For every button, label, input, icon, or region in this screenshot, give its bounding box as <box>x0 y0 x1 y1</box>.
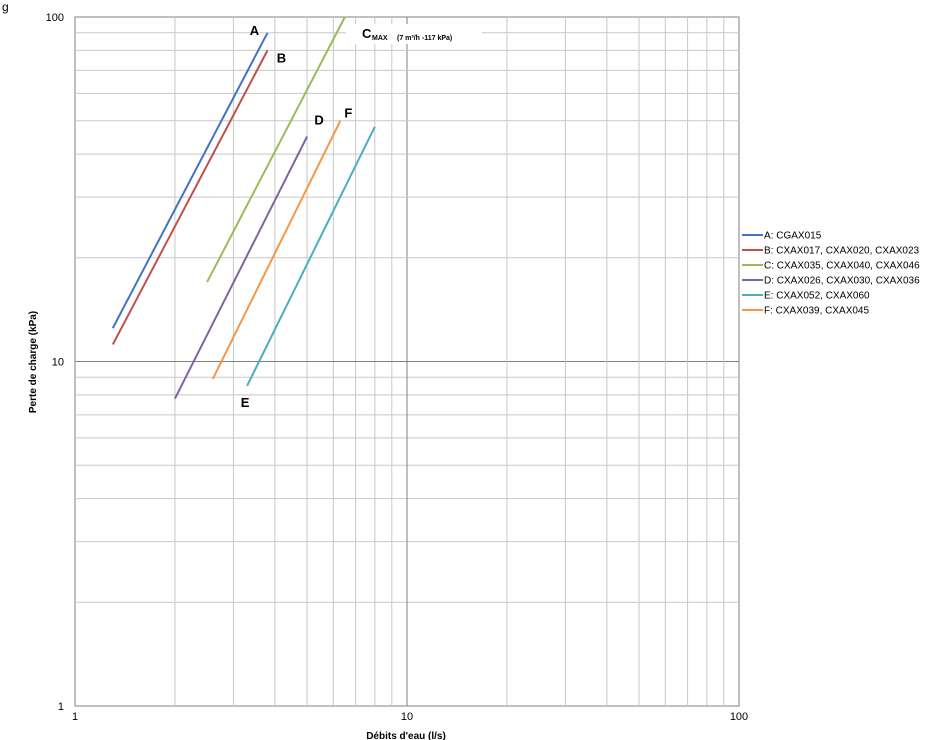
series-line-a <box>111 32 269 329</box>
y-axis-title: Perte de charge (kPa) <box>28 311 39 413</box>
y-tick-label: 100 <box>46 12 64 24</box>
legend-entry-c: C: CXAX035, CXAX040, CXAX046 <box>764 261 920 272</box>
legend-entry-e: E: CXAX052, CXAX060 <box>764 291 870 302</box>
x-tick-label: 1 <box>72 711 78 723</box>
curve-label-b: B <box>277 50 286 65</box>
legend: A: CGAX015 B: CXAX017, CXAX020, CXAX023 C:… <box>742 231 920 317</box>
legend-entry-b: B: CXAX017, CXAX020, CXAX023 <box>764 246 920 257</box>
series-line-e <box>246 126 376 387</box>
legend-entry-a: A: CGAX015 <box>764 231 822 242</box>
legend-entry-d: D: CXAX026, CXAX030, CXAX036 <box>764 276 920 287</box>
annotation-box <box>346 24 482 44</box>
grid <box>74 16 740 707</box>
y-tick-label: 10 <box>52 357 64 369</box>
series-line-c <box>206 16 346 283</box>
curve-label-d: D <box>314 112 323 127</box>
annotation-label: C <box>362 26 372 41</box>
curve-label-e: E <box>241 395 250 410</box>
y-tick-label: 1 <box>58 701 64 713</box>
tick-labels: 1 10 100 1 10 100 <box>46 12 749 723</box>
x-axis-title: Débits d'eau (l/s) <box>366 731 446 740</box>
series-line-f <box>211 120 342 380</box>
curve-label-f: F <box>344 106 352 121</box>
x-tick-label: 100 <box>730 711 748 723</box>
header-text: g <box>2 0 9 14</box>
series-line-b <box>111 49 269 345</box>
annotation-subscript: MAX <box>372 35 388 42</box>
x-tick-label: 10 <box>401 711 413 723</box>
annotation-text: (7 m³/h -117 kPa) <box>397 35 452 42</box>
curve-label-a: A <box>250 23 260 38</box>
legend-entry-f: F: CXAX039, CXAX045 <box>764 306 869 317</box>
curves: A B D E F <box>111 16 376 410</box>
max-annotation: C MAX (7 m³/h -117 kPa) <box>346 24 482 44</box>
series-line-d <box>174 136 308 400</box>
